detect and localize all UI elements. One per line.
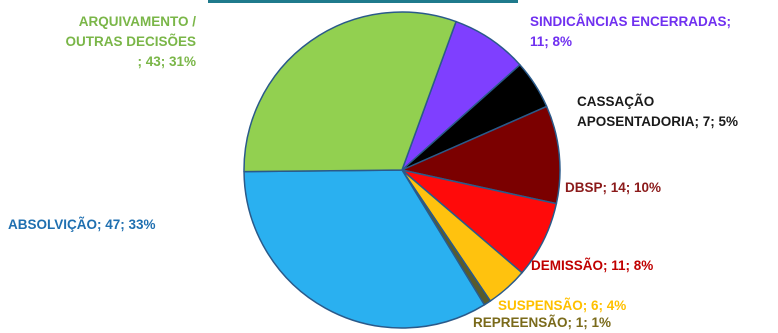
pie-slice-dbsp: [401, 105, 561, 205]
label-cassacao: CASSAÇÃO APOSENTADORIA; 7; 5%: [577, 94, 739, 129]
top-border-line: [208, 0, 518, 3]
label-sindicancias: SINDICÂNCIAS ENCERRADAS; 11; 8%: [530, 14, 732, 49]
label-suspensao: SUSPENSÃO; 6; 4%: [498, 298, 627, 313]
pie-slice-arquivamento-outras-decis-es: [243, 11, 457, 173]
label-demissao: DEMISSÃO; 11; 8%: [531, 258, 654, 273]
label-dbsp: DBSP; 14; 10%: [565, 180, 662, 195]
pie-slice-absolvi-o: [243, 169, 486, 329]
label-repreensao: REPREENSÃO; 1; 1%: [473, 315, 612, 330]
label-arquivamento: ARQUIVAMENTO / OUTRAS DECISÕES ; 43; 31%: [65, 14, 196, 69]
label-absolvicao: ABSOLVIÇÃO; 47; 33%: [8, 217, 156, 232]
